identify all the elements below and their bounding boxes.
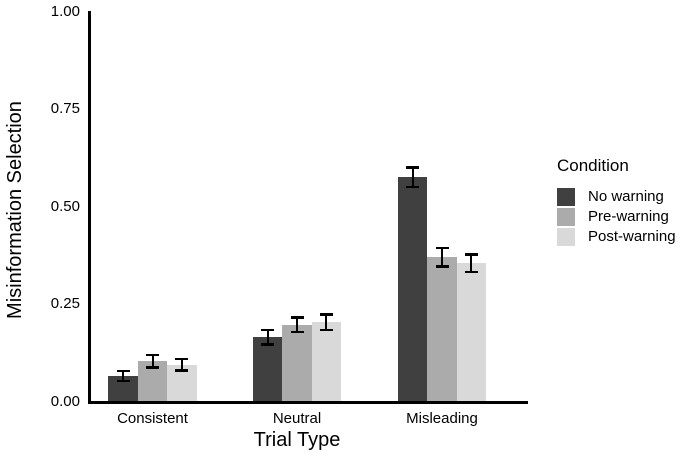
y-tick-label-0.75: 0.75 (50, 100, 80, 118)
y-axis-line (88, 11, 91, 403)
y-tick-label-0.50: 0.50 (50, 197, 80, 215)
bar-no-warning-neutral (252, 337, 283, 402)
legend-title: Condition (557, 156, 629, 175)
legend-item-no-warning: No warning (557, 188, 676, 206)
legend-label-no-warning: No warning (588, 188, 664, 205)
x-axis-title: Trial Type (253, 429, 341, 451)
x-axis-line (88, 401, 528, 404)
legend-swatch-post-warning (557, 228, 575, 246)
legend-item-post-warning: Post-warning (557, 228, 676, 246)
x-tick-label-neutral: Neutral (272, 410, 322, 427)
x-tick-label-misleading: Misleading (406, 410, 478, 427)
bar-pre-warning-misleading (427, 257, 457, 402)
bar-no-warning-misleading (397, 177, 428, 402)
y-tick-label-1.00: 1.00 (50, 3, 80, 20)
legend-label-pre-warning: Pre-warning (588, 208, 669, 225)
legend-swatch-no-warning (557, 188, 575, 206)
y-axis-title: Misinformation Selection (4, 101, 26, 319)
bar-post-warning-neutral (311, 322, 342, 402)
y-tick-label-0.25: 0.25 (50, 295, 80, 313)
legend-item-pre-warning: Pre-warning (557, 208, 676, 226)
x-tick-label-consistent: Consistent (117, 410, 188, 427)
bar-post-warning-misleading (456, 263, 487, 402)
legend-swatch-pre-warning (557, 208, 575, 226)
legend-items: No warning Pre-warning Post-warning (557, 188, 676, 246)
legend: Condition No warning Pre-warning Post-warn… (557, 156, 676, 248)
legend-label-post-warning: Post-warning (588, 228, 676, 245)
y-tick-label-0.00: 0.00 (50, 392, 80, 410)
bar-pre-warning-neutral (282, 324, 312, 402)
